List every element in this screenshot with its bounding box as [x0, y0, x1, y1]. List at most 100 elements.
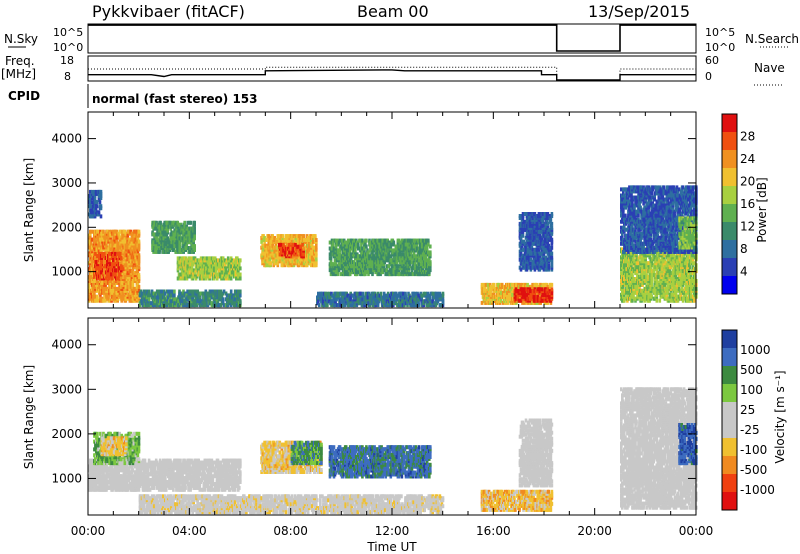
data-cell: [365, 244, 368, 249]
data-cell: [422, 291, 425, 296]
data-cell: [239, 293, 242, 298]
data-cell: [277, 234, 281, 239]
data-cell: [193, 303, 196, 308]
data-cell: [302, 234, 306, 239]
data-cell: [300, 261, 304, 266]
data-cell: [187, 246, 190, 250]
data-cell: [152, 240, 155, 245]
data-cell: [173, 293, 176, 298]
data-cell: [131, 279, 135, 283]
data-cell: [236, 256, 239, 261]
data-cell: [137, 284, 141, 289]
data-cell: [519, 282, 522, 287]
data-cell: [269, 261, 272, 266]
data-cell: [114, 251, 117, 256]
data-cell: [484, 288, 488, 293]
data-cell: [347, 303, 350, 308]
data-cell: [183, 220, 186, 225]
data-cell: [409, 238, 413, 243]
data-cell: [336, 248, 340, 253]
data-cell: [398, 272, 402, 277]
nsky-panel: N.Sky 10^5 10^0 10^5 10^0 N.Search: [4, 23, 799, 54]
data-cell: [119, 294, 122, 299]
freq-frame: [87, 55, 697, 82]
data-cell: [385, 264, 388, 269]
data-cell: [315, 251, 318, 256]
data-cell: [176, 276, 180, 281]
nsky-label: N.Sky: [4, 32, 38, 46]
data-cell: [284, 250, 287, 255]
data-cell: [521, 300, 524, 305]
data-cell: [107, 296, 110, 301]
data-cell: [512, 292, 515, 297]
data-cell: [429, 260, 432, 265]
data-cell: [431, 299, 435, 304]
data-cell: [193, 230, 196, 235]
data-cell: [229, 276, 233, 281]
data-cell: [119, 229, 122, 234]
data-cell: [119, 266, 123, 271]
data-cell: [170, 299, 173, 304]
data-cell: [118, 270, 122, 275]
cpid-row: CPID normal (fast stereo) 153: [8, 84, 258, 108]
data-cell: [402, 248, 406, 253]
data-cell: [188, 256, 192, 261]
data-cell: [385, 268, 388, 273]
data-cell: [178, 244, 181, 249]
data-cell: [119, 264, 123, 269]
data-cell: [339, 272, 343, 277]
data-cell: [321, 291, 324, 296]
data-cell: [402, 291, 405, 296]
data-cell: [441, 297, 445, 302]
data-cell: [531, 289, 535, 294]
data-cell: [424, 291, 427, 296]
data-cell: [217, 289, 221, 294]
data-cell: [159, 220, 162, 225]
beam-title: Beam 00: [357, 2, 429, 21]
data-cell: [308, 255, 312, 260]
data-cell: [113, 262, 116, 267]
data-cell: [149, 301, 153, 306]
nave-tick-bottom: 0: [705, 70, 712, 83]
data-cell: [480, 282, 484, 287]
data-cell: [492, 282, 496, 287]
data-cell: [186, 220, 189, 225]
freq-label: Freq.: [5, 54, 35, 68]
data-cell: [169, 220, 172, 225]
data-cell: [134, 277, 138, 281]
data-cell: [335, 242, 339, 247]
data-cell: [106, 272, 109, 277]
data-cell: [199, 299, 203, 304]
data-cell: [239, 272, 242, 277]
data-cell: [292, 242, 295, 247]
data-cell: [147, 297, 151, 302]
data-cell: [217, 293, 221, 298]
data-cell: [239, 276, 242, 281]
freq-series-lines: [88, 66, 696, 81]
data-cell: [364, 291, 368, 296]
data-cell: [323, 303, 326, 308]
data-cell: [94, 294, 97, 299]
data-cell: [118, 251, 122, 256]
data-cell: [519, 298, 523, 303]
data-cell: [104, 268, 107, 273]
data-cell: [407, 272, 411, 277]
data-cell: [111, 276, 114, 281]
data-cell: [297, 244, 300, 249]
data-cell: [196, 268, 200, 273]
data-cell: [516, 294, 520, 299]
data-cell: [155, 303, 159, 308]
data-cell: [239, 266, 242, 271]
data-cell: [193, 244, 196, 249]
data-cell: [115, 268, 118, 273]
data-cell: [335, 297, 338, 302]
data-cell: [396, 297, 399, 302]
data-cell: [417, 301, 420, 306]
data-cell: [331, 272, 335, 277]
data-cell: [408, 256, 412, 261]
data-cell: [191, 289, 194, 294]
data-cell: [176, 246, 179, 250]
data-cell: [329, 256, 333, 261]
data-cell: [377, 268, 380, 273]
